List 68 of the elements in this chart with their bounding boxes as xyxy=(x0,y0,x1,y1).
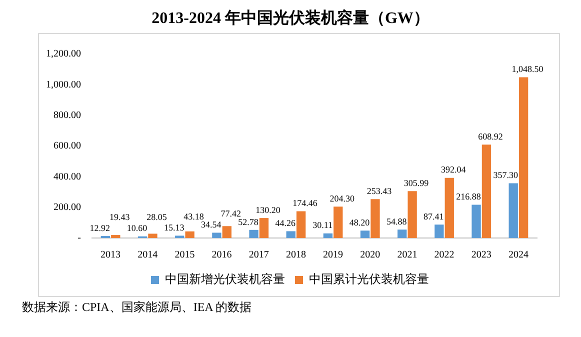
bar xyxy=(370,199,380,238)
bar xyxy=(259,218,269,238)
bar xyxy=(148,234,158,238)
data-label: 253.43 xyxy=(366,186,392,196)
data-label: 204.30 xyxy=(330,194,356,204)
bar xyxy=(518,77,528,238)
data-label: 87.41 xyxy=(424,211,444,222)
data-label: 52.78 xyxy=(238,216,259,227)
bar xyxy=(508,183,518,238)
bar xyxy=(444,178,454,238)
bar xyxy=(408,191,417,238)
data-label: 10.60 xyxy=(126,223,148,234)
data-label: 44.26 xyxy=(275,218,296,228)
data-label: 130.20 xyxy=(256,204,281,215)
y-tick-label: 200.00 xyxy=(54,202,81,213)
source-note: 数据来源：CPIA、国家能源局、IEA 的数据 xyxy=(22,299,253,316)
y-tick-label: 400.00 xyxy=(54,171,81,182)
x-tick-label: 2022 xyxy=(434,250,454,261)
x-tick-label: 2015 xyxy=(174,250,195,261)
bar xyxy=(249,230,258,238)
data-label: 1,048.50 xyxy=(512,64,544,74)
bar xyxy=(472,204,481,238)
x-tick-label: 2023 xyxy=(471,250,492,261)
data-label: 216.88 xyxy=(456,192,482,202)
bar xyxy=(212,232,222,238)
bar xyxy=(482,144,492,238)
data-label: 392.04 xyxy=(441,164,466,175)
bar xyxy=(434,224,444,238)
data-label: 30.11 xyxy=(312,220,333,230)
bar xyxy=(334,206,343,238)
y-tick-label: 600.00 xyxy=(54,140,81,152)
data-label: 357.30 xyxy=(493,170,518,180)
x-tick-label: 2018 xyxy=(286,250,306,261)
x-tick-label: 2021 xyxy=(397,250,418,261)
data-label: 43.18 xyxy=(184,212,204,222)
x-tick-label: 2019 xyxy=(323,250,344,261)
x-tick-label: 2016 xyxy=(212,250,232,261)
data-label: 48.20 xyxy=(349,217,370,228)
data-label: 77.42 xyxy=(220,208,242,219)
bar xyxy=(360,230,370,238)
y-tick-label: 800.00 xyxy=(54,110,81,121)
y-tick-label: - xyxy=(78,232,81,244)
chart-title: 2013-2024 年中国光伏装机容量（GW） xyxy=(150,8,430,29)
x-tick-label: 2020 xyxy=(360,250,380,261)
data-label: 34.54 xyxy=(201,220,222,230)
y-tick-label: 1,200.00 xyxy=(46,48,81,60)
bar xyxy=(323,233,333,238)
bar xyxy=(111,235,120,238)
legend-label: 中国新增光伏装机容量 xyxy=(165,272,285,286)
data-label: 19.43 xyxy=(110,212,130,222)
x-tick-label: 2013 xyxy=(100,250,121,261)
data-label: 305.99 xyxy=(404,178,430,188)
bar xyxy=(185,231,194,238)
bar xyxy=(222,226,232,238)
legend-label: 中国累计光伏装机容量 xyxy=(309,272,429,286)
data-label: 54.88 xyxy=(386,216,408,226)
data-label: 28.05 xyxy=(146,212,168,222)
x-tick-label: 2014 xyxy=(138,250,158,261)
data-label: 608.92 xyxy=(478,131,503,142)
x-tick-label: 2017 xyxy=(248,250,269,261)
data-label: 15.13 xyxy=(164,222,185,233)
bar xyxy=(296,211,306,238)
data-label: 12.92 xyxy=(90,222,110,233)
bar xyxy=(286,231,296,238)
x-tick-label: 2024 xyxy=(508,250,528,261)
bar xyxy=(398,230,407,238)
y-tick-label: 1,000.00 xyxy=(46,79,81,90)
data-label: 174.46 xyxy=(292,198,318,208)
